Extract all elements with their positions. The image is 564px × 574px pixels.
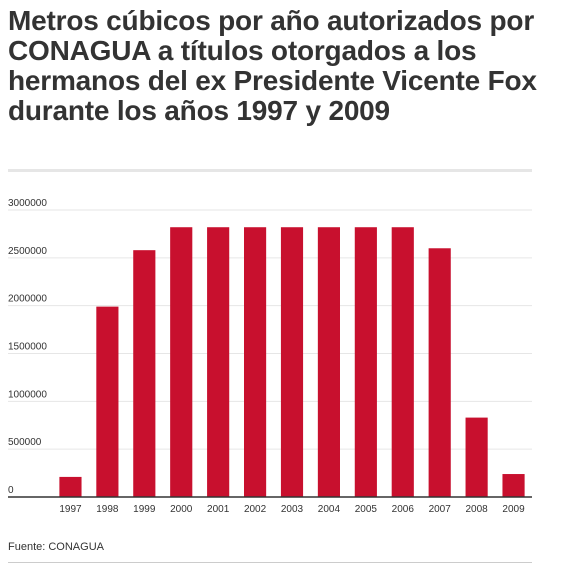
y-tick-label: 0 <box>8 485 14 496</box>
x-axis-ticks: 1997 1998 1999 2000 2001 2002 2003 2004 2005 2006… <box>59 504 525 515</box>
bars <box>59 227 525 497</box>
chart-title: Metros cúbicos por año autorizados por C… <box>8 5 537 126</box>
source-note: Fuente: CONAGUA <box>8 541 104 553</box>
bar-1999 <box>133 250 156 497</box>
bar-2001 <box>207 227 230 497</box>
bar-2009 <box>502 474 525 497</box>
title-divider <box>8 169 532 172</box>
bar-chart: 0 500000 1000000 1500000 2000000 2500000 30000… <box>8 198 532 515</box>
bar-2002 <box>244 227 267 497</box>
y-tick-label: 1500000 <box>8 342 47 353</box>
x-tick-label: 1999 <box>133 504 156 515</box>
y-tick-label: 2500000 <box>8 246 47 257</box>
footer-divider <box>8 562 532 563</box>
gridlines <box>8 209 532 450</box>
bar-2004 <box>317 227 340 497</box>
y-tick-label: 2000000 <box>8 294 47 305</box>
x-tick-label: 2003 <box>281 504 304 515</box>
x-tick-label: 2009 <box>502 504 525 515</box>
bar-2008 <box>465 417 488 497</box>
x-tick-label: 2005 <box>355 504 378 515</box>
bar-2006 <box>391 227 414 497</box>
bar-2005 <box>354 227 377 497</box>
x-tick-label: 2002 <box>244 504 267 515</box>
bar-1997 <box>59 476 82 497</box>
x-tick-label: 2007 <box>429 504 452 515</box>
y-axis-ticks: 0 500000 1000000 1500000 2000000 2500000 30000… <box>8 198 47 496</box>
x-tick-label: 1997 <box>59 504 82 515</box>
x-tick-label: 2001 <box>207 504 230 515</box>
y-tick-label: 1000000 <box>8 389 47 400</box>
x-tick-label: 2000 <box>170 504 193 515</box>
x-tick-label: 1998 <box>96 504 119 515</box>
x-tick-label: 2008 <box>465 504 488 515</box>
bar-2007 <box>428 248 451 497</box>
bar-2003 <box>280 227 304 497</box>
x-tick-label: 2006 <box>392 504 415 515</box>
x-tick-label: 2004 <box>318 504 341 515</box>
bar-2000 <box>170 227 193 497</box>
y-tick-label: 500000 <box>8 437 42 448</box>
bar-1998 <box>96 306 119 497</box>
y-tick-label: 3000000 <box>8 198 47 209</box>
